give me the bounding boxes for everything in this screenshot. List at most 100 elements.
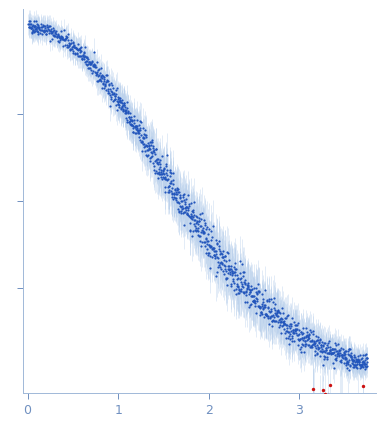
Point: [305, 333, 311, 340]
Point: [231, 264, 237, 271]
Point: [45, 29, 51, 36]
Point: [207, 264, 214, 271]
Point: [150, 147, 156, 154]
Point: [359, 358, 365, 365]
Point: [286, 321, 293, 328]
Point: [145, 152, 151, 159]
Point: [74, 46, 80, 53]
Point: [275, 312, 281, 319]
Point: [151, 146, 157, 153]
Point: [39, 26, 45, 33]
Point: [214, 239, 220, 246]
Point: [101, 75, 107, 82]
Point: [174, 184, 180, 191]
Point: [103, 87, 109, 94]
Point: [296, 336, 303, 343]
Point: [146, 146, 152, 153]
Point: [333, 354, 339, 361]
Point: [319, 348, 325, 355]
Point: [265, 314, 271, 321]
Point: [73, 45, 79, 52]
Point: [116, 103, 122, 110]
Point: [182, 198, 188, 205]
Point: [274, 309, 280, 316]
Point: [328, 350, 334, 357]
Point: [351, 361, 357, 368]
Point: [196, 218, 202, 225]
Point: [170, 170, 176, 177]
Point: [195, 225, 201, 232]
Point: [200, 229, 206, 236]
Point: [279, 315, 285, 322]
Point: [61, 37, 67, 44]
Point: [278, 318, 284, 325]
Point: [131, 122, 137, 129]
Point: [308, 329, 314, 336]
Point: [177, 191, 184, 198]
Point: [132, 123, 138, 130]
Point: [299, 340, 305, 347]
Point: [147, 146, 154, 153]
Point: [69, 45, 75, 52]
Point: [95, 67, 101, 74]
Point: [185, 206, 191, 213]
Point: [141, 143, 147, 150]
Point: [78, 43, 84, 50]
Point: [208, 236, 214, 243]
Point: [334, 347, 340, 354]
Point: [346, 346, 353, 353]
Point: [339, 398, 345, 405]
Point: [43, 27, 49, 34]
Point: [194, 218, 200, 225]
Point: [117, 96, 123, 103]
Point: [115, 101, 121, 108]
Point: [176, 208, 182, 215]
Point: [307, 337, 313, 344]
Point: [214, 254, 220, 261]
Point: [145, 146, 151, 153]
Point: [330, 345, 336, 352]
Point: [254, 297, 260, 304]
Point: [85, 60, 91, 67]
Point: [160, 173, 166, 180]
Point: [192, 216, 198, 223]
Point: [135, 128, 141, 135]
Point: [236, 290, 242, 297]
Point: [115, 96, 121, 103]
Point: [137, 131, 144, 138]
Point: [250, 293, 256, 300]
Point: [207, 243, 213, 250]
Point: [329, 346, 335, 353]
Point: [142, 151, 149, 158]
Point: [246, 290, 252, 297]
Point: [53, 34, 60, 41]
Point: [257, 303, 263, 310]
Point: [48, 28, 54, 35]
Point: [71, 42, 78, 49]
Point: [314, 336, 321, 343]
Point: [138, 138, 144, 145]
Point: [293, 329, 300, 336]
Point: [78, 52, 84, 59]
Point: [119, 103, 125, 110]
Point: [30, 22, 36, 29]
Point: [108, 95, 114, 102]
Point: [157, 171, 163, 178]
Point: [92, 68, 98, 75]
Point: [41, 28, 47, 35]
Point: [90, 62, 96, 69]
Point: [30, 28, 36, 35]
Point: [323, 347, 329, 354]
Point: [323, 347, 329, 354]
Point: [170, 195, 176, 202]
Point: [109, 88, 115, 95]
Point: [171, 194, 177, 201]
Point: [345, 358, 351, 365]
Point: [52, 29, 58, 36]
Point: [309, 342, 315, 349]
Point: [149, 139, 155, 146]
Point: [275, 306, 281, 313]
Point: [157, 163, 163, 170]
Point: [50, 31, 56, 38]
Point: [303, 333, 309, 340]
